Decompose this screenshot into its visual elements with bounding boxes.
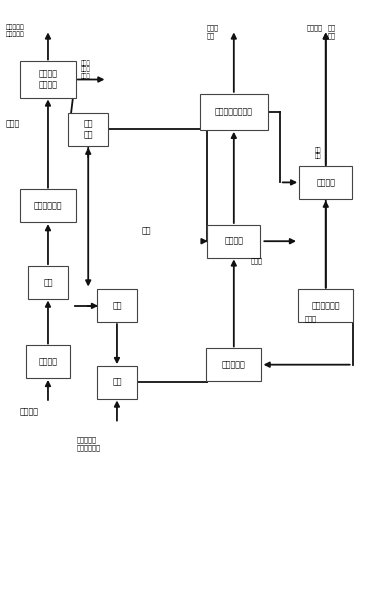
FancyBboxPatch shape [207,225,260,257]
Text: 产品一
甲醇: 产品一 甲醇 [207,25,219,39]
Text: 压缩: 压缩 [112,378,122,387]
FancyBboxPatch shape [28,266,68,299]
FancyBboxPatch shape [20,61,75,98]
Text: 循环气: 循环气 [6,119,20,128]
FancyBboxPatch shape [299,166,352,199]
FancyBboxPatch shape [298,289,353,322]
Text: 煤气化尾气
及含氢尾气: 煤气化尾气 及含氢尾气 [6,25,25,37]
Text: 煤气化类
脱硫化氢: 煤气化类 脱硫化氢 [38,70,57,89]
Text: 产品甲醇: 产品甲醇 [307,25,323,31]
FancyBboxPatch shape [20,190,75,223]
FancyBboxPatch shape [97,366,137,399]
Text: 循环气: 循环气 [251,257,263,264]
Text: 一甲醇合成与精馏: 一甲醇合成与精馏 [215,107,253,116]
Text: 混合: 混合 [112,301,122,310]
Text: 优选精馏装置: 优选精馏装置 [312,301,340,310]
Text: 脱氧
化碳: 脱氧 化碳 [83,120,93,139]
Text: 压缩: 压缩 [43,278,53,287]
Text: 电石炉气: 电石炉气 [19,407,38,416]
Text: 氮废气: 氮废气 [305,316,317,322]
Text: 氯酸钠
尾气含
氢气源: 氯酸钠 尾气含 氢气源 [81,60,90,79]
Text: 产品
甲醚: 产品 甲醚 [328,25,336,39]
FancyBboxPatch shape [206,348,262,381]
Text: 脱硫化氢: 脱硫化氢 [38,357,57,366]
Text: 醇醚合成: 醇醚合成 [224,236,243,246]
Text: 循环压缩机: 循环压缩机 [222,360,246,369]
FancyBboxPatch shape [199,94,268,130]
Text: 甲醇精馏: 甲醇精馏 [316,178,335,187]
FancyBboxPatch shape [97,289,137,322]
FancyBboxPatch shape [26,345,70,378]
Text: 循环
尾气: 循环 尾气 [314,147,321,159]
Text: 氯酸钠尾气
及含氢气气源: 氯酸钠尾气 及含氢气气源 [77,436,101,451]
Text: 粗气: 粗气 [142,227,151,236]
FancyBboxPatch shape [68,113,108,146]
Text: 变压吸附精制: 变压吸附精制 [34,202,62,211]
